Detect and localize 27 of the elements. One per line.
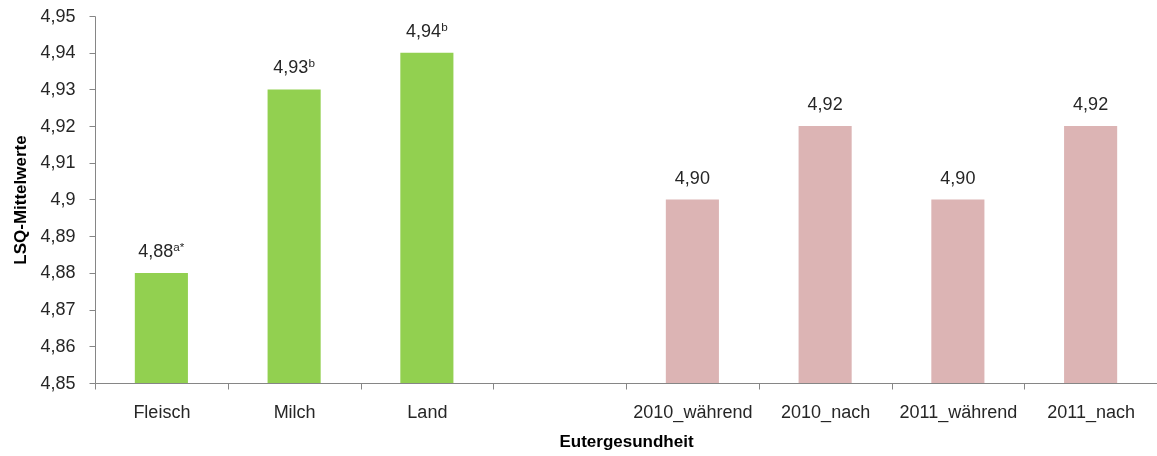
y-axis-title: LSQ-Mittelwerte bbox=[11, 135, 31, 265]
y-tick-label: 4,85 bbox=[40, 372, 76, 393]
y-tick-label: 4,88 bbox=[40, 262, 76, 283]
y-tick-label: 4,94 bbox=[40, 42, 76, 63]
x-tick-label: 2011_nach bbox=[1047, 401, 1135, 423]
data-label: 4,88$^{a*}$ bbox=[138, 239, 185, 261]
x-tick-label: Milch bbox=[273, 401, 316, 422]
data-label: 4,92 bbox=[1073, 94, 1109, 115]
data-label: 4,90 bbox=[940, 167, 976, 188]
y-tick-label: 4,87 bbox=[40, 299, 76, 320]
x-tick-label: Land bbox=[407, 401, 448, 422]
y-tick-label: 4,86 bbox=[40, 335, 76, 356]
data-label: 4,90 bbox=[674, 167, 710, 188]
data-label: 4,92 bbox=[807, 94, 843, 115]
y-tick-label: 4,92 bbox=[40, 115, 76, 136]
y-tick-label: 4,93 bbox=[40, 78, 76, 99]
x-tick-label: 2010_während bbox=[633, 401, 753, 423]
y-tick-label: 4,91 bbox=[40, 152, 76, 173]
x-tick-label: Fleisch bbox=[133, 401, 191, 422]
y-tick-label: 4,9 bbox=[50, 189, 76, 209]
x-tick-label: 2011_während bbox=[899, 401, 1018, 423]
x-tick-label: 2010_nach bbox=[781, 401, 871, 423]
data-label: 4,93$^{b}$ bbox=[273, 55, 316, 78]
y-tick-label: 4,95 bbox=[40, 5, 76, 26]
y-tick-label: 4,89 bbox=[40, 225, 76, 246]
x-axis-title: Eutergesundheit bbox=[559, 431, 694, 451]
data-label: 4,94$^{b}$ bbox=[406, 19, 449, 41]
